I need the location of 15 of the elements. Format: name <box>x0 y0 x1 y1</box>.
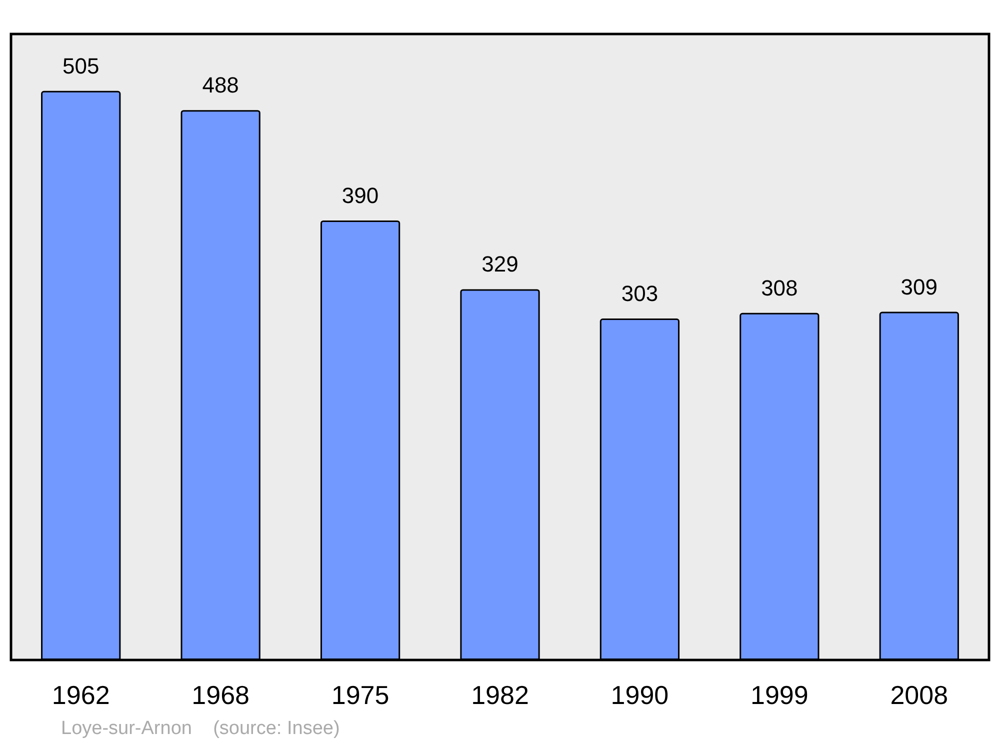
x-tick-label: 1990 <box>610 680 669 710</box>
data-label: 309 <box>900 274 938 300</box>
x-tick-label: 1968 <box>192 680 250 710</box>
data-label: 329 <box>482 252 518 277</box>
data-label: 308 <box>761 275 798 300</box>
x-tick-label: 1975 <box>331 680 390 710</box>
text: Loye-sur-Arnon (source: Insee) <box>61 718 340 739</box>
data-label: 303 <box>621 281 658 306</box>
data-label: 505 <box>62 53 100 78</box>
x-tick-label: 1982 <box>471 680 529 710</box>
data-label: 390 <box>342 183 379 208</box>
x-tick-label: 1999 <box>750 680 808 710</box>
x-tick-label: 1962 <box>52 680 110 710</box>
x-tick-label: 2008 <box>890 680 948 710</box>
data-label: 488 <box>202 72 239 98</box>
